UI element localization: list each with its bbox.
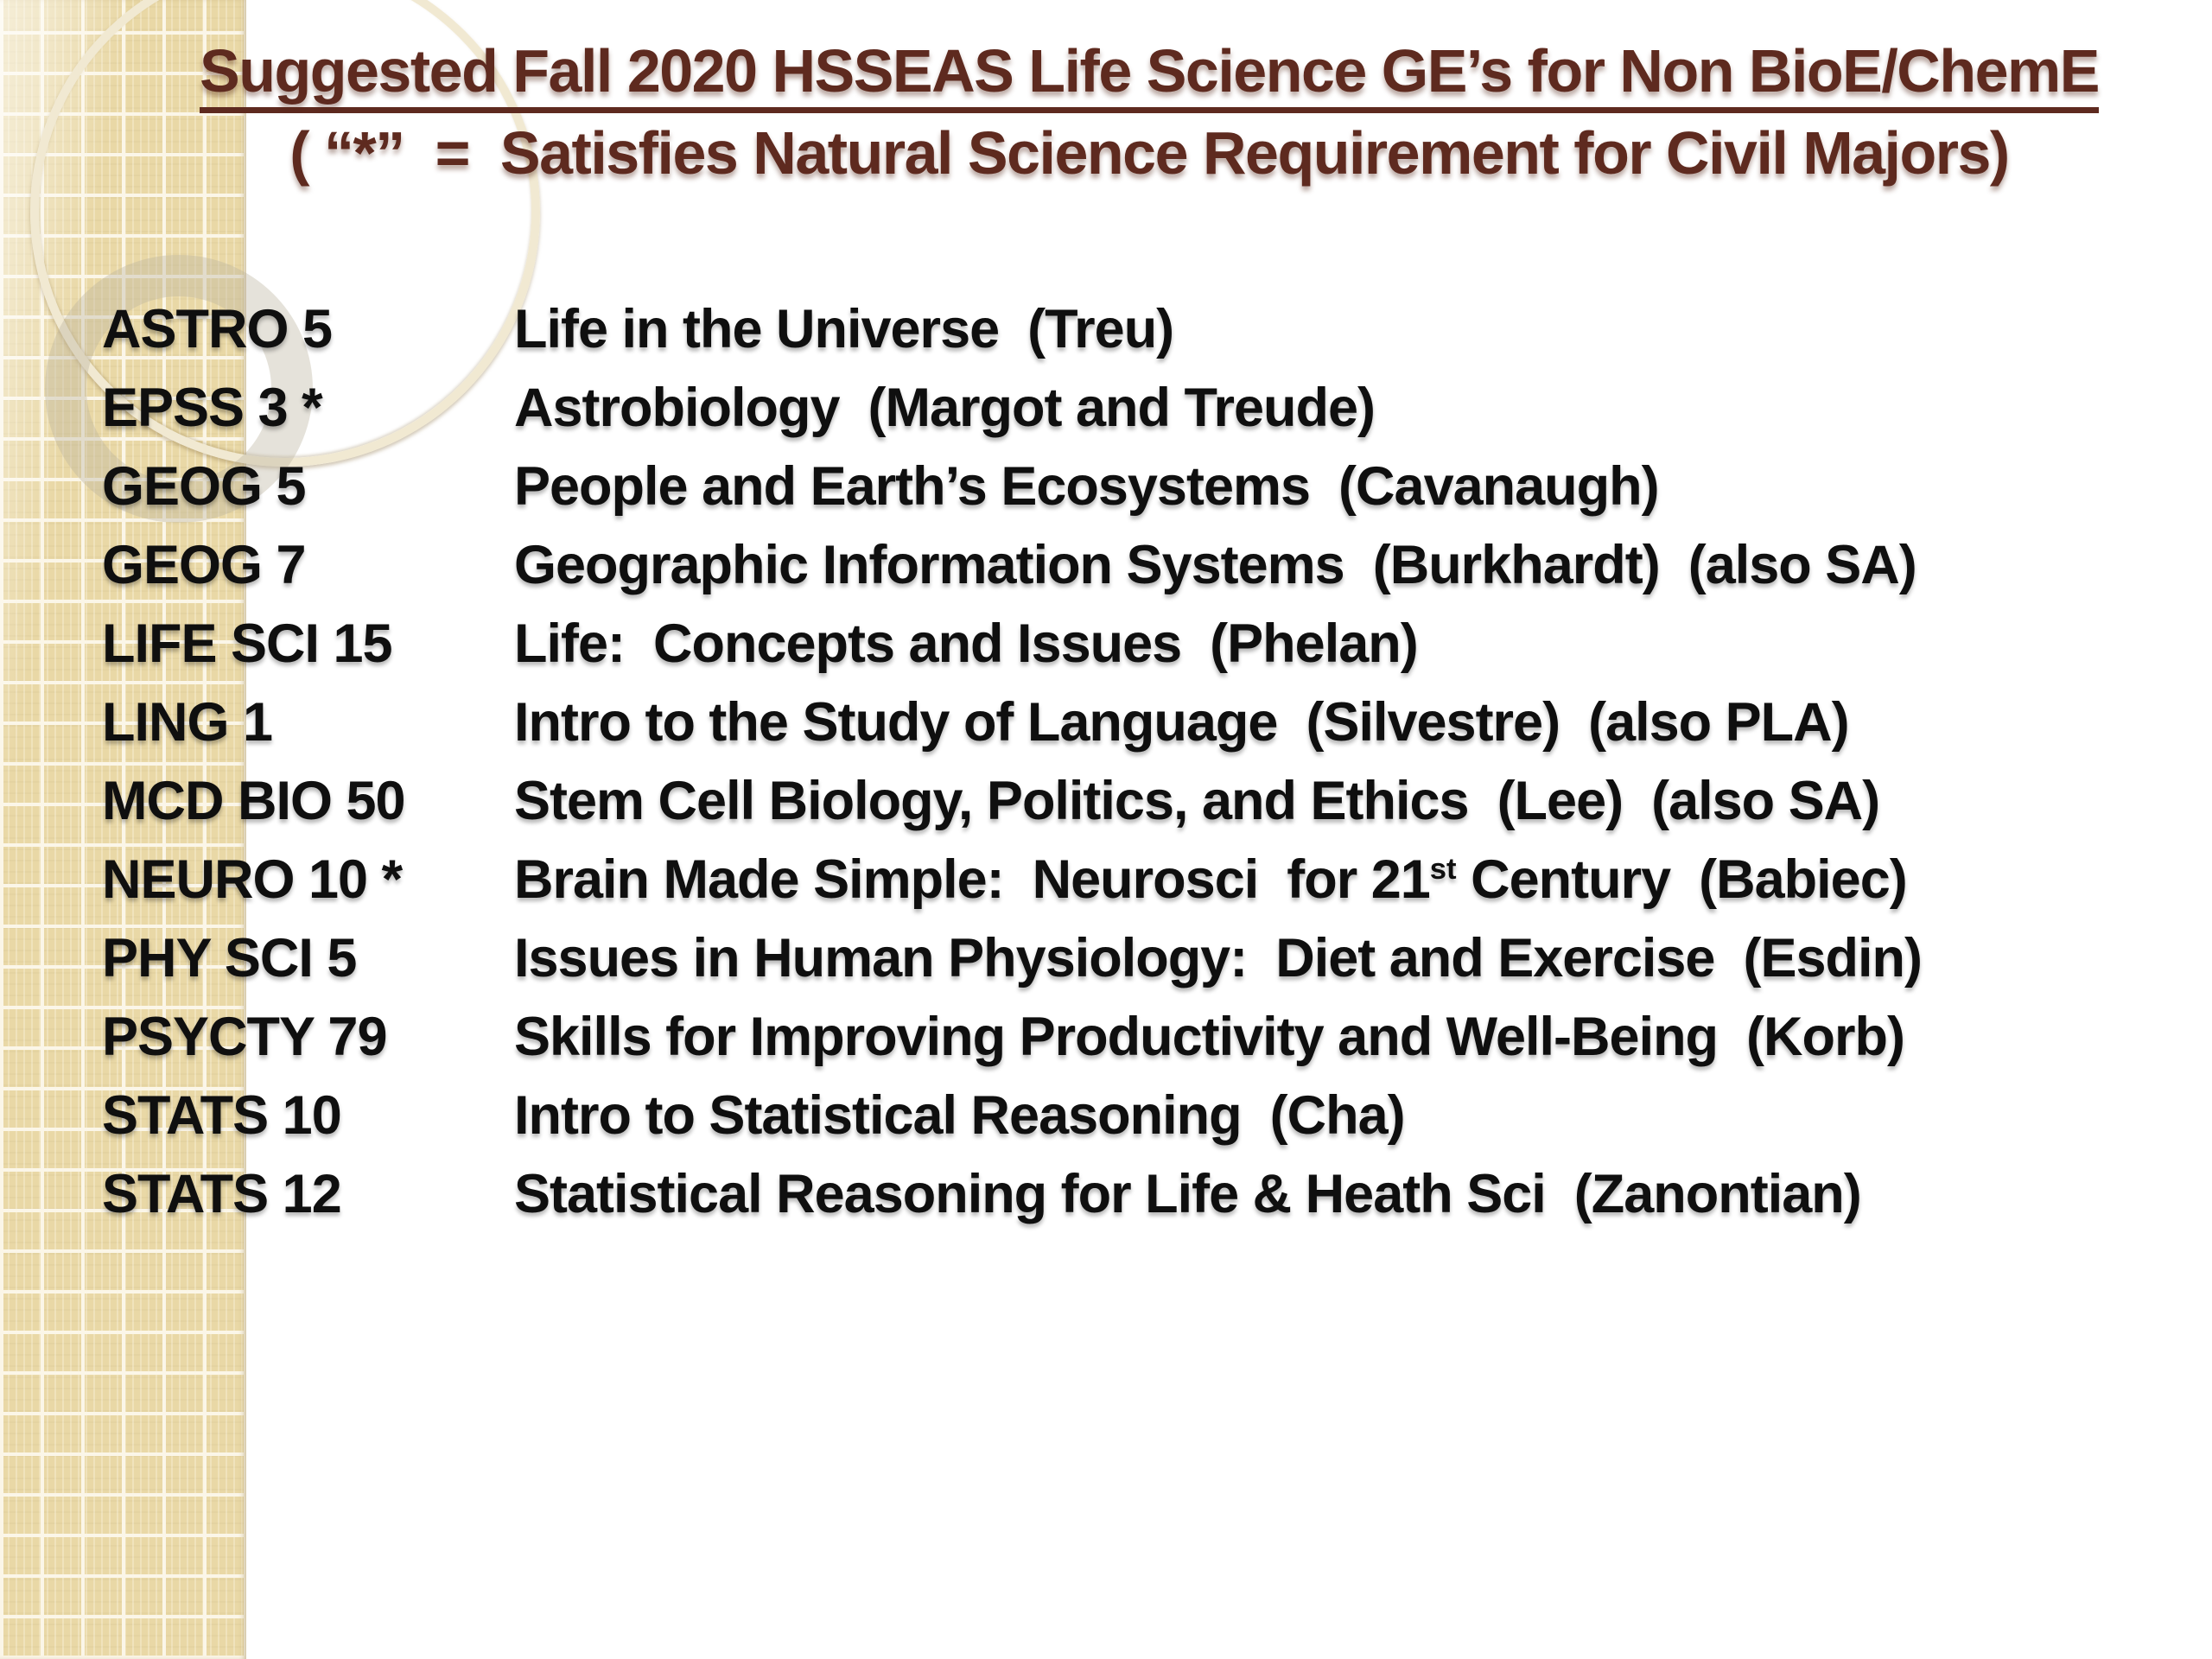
slide-title-text: Suggested Fall 2020 HSSEAS Life Science …: [200, 37, 2100, 113]
course-row: EPSS 3 * Astrobiology (Margot and Treude…: [102, 369, 2198, 448]
slide-header: Suggested Fall 2020 HSSEAS Life Science …: [97, 29, 2202, 194]
course-code: STATS 12: [102, 1164, 342, 1224]
course-code: GEOG 7: [102, 535, 307, 595]
course-row: PSYCTY 79 Skills for Improving Productiv…: [102, 998, 2198, 1077]
course-desc: Skills for Improving Productivity and We…: [514, 1007, 1905, 1067]
course-row: LIFE SCI 15 Life: Concepts and Issues (P…: [102, 605, 2198, 683]
course-code: ASTRO 5: [102, 299, 333, 359]
course-row: STATS 12 Statistical Reasoning for Life …: [102, 1155, 2198, 1234]
slide-subtitle: ( “*” = Satisfies Natural Science Requir…: [289, 119, 2010, 187]
course-row: NEURO 10 * Brain Made Simple: Neurosci f…: [102, 841, 2198, 919]
course-code: PSYCTY 79: [102, 1007, 388, 1067]
course-code: EPSS 3 *: [102, 378, 323, 438]
course-desc: Astrobiology (Margot and Treude): [514, 378, 1376, 438]
course-desc: Life: Concepts and Issues (Phelan): [514, 613, 1419, 674]
slide-title: Suggested Fall 2020 HSSEAS Life Science …: [97, 29, 2202, 113]
course-code: LIFE SCI 15: [102, 613, 393, 674]
course-desc: Statistical Reasoning for Life & Heath S…: [514, 1164, 1862, 1224]
course-code: STATS 10: [102, 1085, 342, 1146]
course-desc: Life in the Universe (Treu): [514, 299, 1174, 359]
course-desc: People and Earth’s Ecosystems (Cavanaugh…: [514, 456, 1660, 517]
course-row: GEOG 7 Geographic Information Systems (B…: [102, 526, 2198, 605]
course-row: MCD BIO 50 Stem Cell Biology, Politics, …: [102, 762, 2198, 841]
course-desc: Brain Made Simple: Neurosci for 21st Cen…: [514, 849, 1908, 910]
course-code: PHY SCI 5: [102, 928, 357, 988]
course-desc: Stem Cell Biology, Politics, and Ethics …: [514, 771, 1880, 831]
course-row: GEOG 5 People and Earth’s Ecosystems (Ca…: [102, 448, 2198, 526]
course-desc: Geographic Information Systems (Burkhard…: [514, 535, 1917, 595]
course-code: NEURO 10 *: [102, 849, 403, 910]
course-desc: Intro to Statistical Reasoning (Cha): [514, 1085, 1406, 1146]
course-desc: Intro to the Study of Language (Silvestr…: [514, 692, 1850, 753]
course-code: MCD BIO 50: [102, 771, 406, 831]
course-row: STATS 10 Intro to Statistical Reasoning …: [102, 1077, 2198, 1155]
course-desc: Issues in Human Physiology: Diet and Exe…: [514, 928, 1923, 988]
course-code: LING 1: [102, 692, 273, 753]
course-row: PHY SCI 5 Issues in Human Physiology: Di…: [102, 919, 2198, 998]
course-row: LING 1 Intro to the Study of Language (S…: [102, 683, 2198, 762]
course-list: ASTRO 5 Life in the Universe (Treu) EPSS…: [102, 290, 2198, 1234]
course-code: GEOG 5: [102, 456, 307, 517]
course-row: ASTRO 5 Life in the Universe (Treu): [102, 290, 2198, 369]
